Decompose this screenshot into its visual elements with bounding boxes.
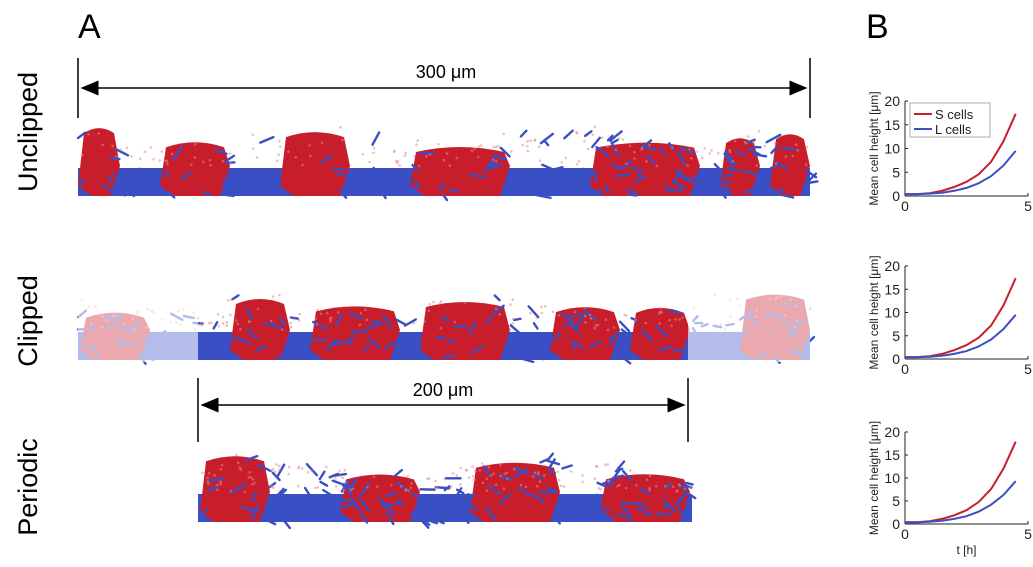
y-axis-label: Mean cell height [μm]: [867, 421, 881, 535]
simulation-snapshots: [0, 0, 830, 564]
y-tick-label: 15: [884, 117, 900, 133]
legend-box: [910, 103, 990, 137]
y-tick-label: 5: [892, 328, 900, 344]
y-tick-label: 10: [884, 305, 900, 321]
y-axis-label: Mean cell height [μm]: [867, 255, 881, 369]
y-tick-label: 0: [892, 516, 900, 532]
series-line-s-cells: [905, 278, 1016, 357]
x-tick-label: 5: [1024, 198, 1032, 214]
series-line-s-cells: [905, 442, 1016, 523]
y-tick-label: 20: [884, 93, 900, 109]
x-tick-label: 0: [901, 526, 909, 542]
x-tick-label: 5: [1024, 361, 1032, 377]
scale-bar-200: [198, 378, 688, 442]
series-line-s-cells: [905, 114, 1016, 194]
x-tick-label: 0: [901, 361, 909, 377]
chart-1: 0 5 10 15 20 0 5 Mean cell height [μm] S cellsL …: [867, 91, 1032, 214]
y-tick-label: 5: [892, 493, 900, 509]
y-tick-label: 0: [892, 188, 900, 204]
colony-unclipped: [78, 126, 817, 200]
y-tick-label: 20: [884, 424, 900, 440]
legend-entry: L cells: [935, 122, 972, 137]
series-line-l-cells: [905, 481, 1016, 522]
y-tick-label: 20: [884, 258, 900, 274]
x-tick-label: 5: [1024, 526, 1032, 542]
y-tick-label: 0: [892, 351, 900, 367]
y-tick-label: 10: [884, 470, 900, 486]
series-line-l-cells: [905, 315, 1016, 357]
y-tick-label: 5: [892, 164, 900, 180]
x-axis-label: t [h]: [956, 543, 976, 557]
y-tick-label: 15: [884, 281, 900, 297]
chart-3: 0 5 10 15 20 0 5 Mean cell height [μm] t [h]: [867, 421, 1032, 557]
chart-2: 0 5 10 15 20 0 5 Mean cell height [μm]: [867, 255, 1032, 377]
colony-periodic: [198, 454, 695, 528]
y-tick-label: 10: [884, 141, 900, 157]
series-line-l-cells: [905, 151, 1016, 194]
scale-bar-300: [78, 58, 810, 118]
x-tick-label: 0: [901, 198, 909, 214]
y-tick-label: 15: [884, 447, 900, 463]
legend-entry: S cells: [935, 107, 974, 122]
y-axis-label: Mean cell height [μm]: [867, 91, 881, 205]
panel-label-b: B: [866, 10, 889, 44]
colony-clipped: [78, 280, 814, 364]
